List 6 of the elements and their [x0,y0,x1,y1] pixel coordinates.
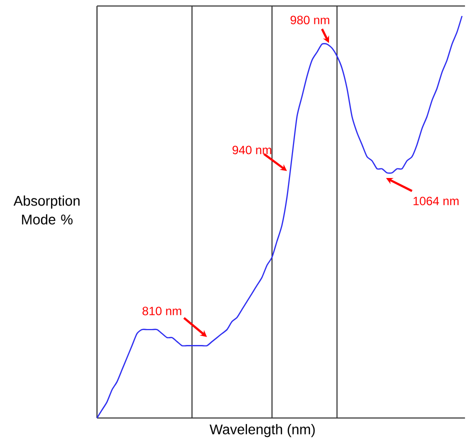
x-axis-title: Wavelength (nm) [210,424,315,438]
annotation: 940 nm [232,146,272,154]
annotation: 1064 nm [414,196,459,206]
y-axis-title: Absorption Mode % [14,196,80,224]
annotation: 810 nm [142,306,182,316]
annotation: 980 nm [290,16,330,24]
